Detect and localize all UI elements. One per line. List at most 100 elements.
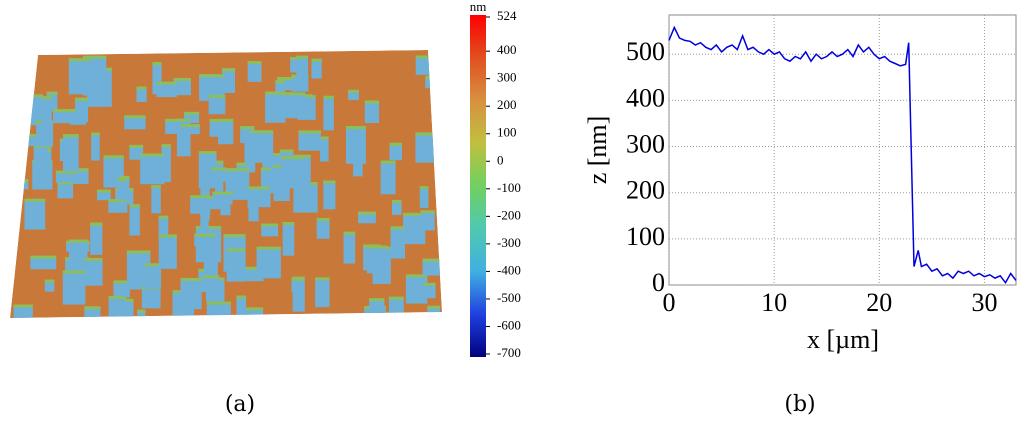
surface-edge	[215, 160, 224, 164]
surface-edge	[427, 305, 441, 309]
surface-edge	[30, 255, 57, 259]
colorbar-unit: nm	[470, 0, 487, 14]
surface-pit	[113, 280, 130, 298]
surface-pit	[353, 160, 363, 177]
surface-edge	[423, 282, 436, 286]
surface-edge	[420, 210, 435, 214]
surface-edge	[84, 306, 101, 310]
x-tick-label: 30	[971, 288, 997, 317]
surface-edge	[44, 279, 55, 283]
surface-pit	[389, 142, 402, 161]
x-tick-label: 20	[866, 288, 892, 317]
surface-pit	[273, 165, 290, 201]
surface-pit	[117, 178, 127, 192]
surface-pit	[366, 245, 388, 274]
surface-edge	[236, 162, 247, 166]
surface-edge	[425, 76, 442, 80]
surface-edge	[298, 130, 321, 134]
surface-pit	[140, 153, 165, 185]
surface-edge	[282, 221, 295, 225]
surface-pit	[13, 304, 33, 318]
surface-pit	[62, 134, 79, 172]
colorbar-tick-label: -300	[497, 235, 521, 250]
surface-edge	[124, 115, 146, 119]
surface-pit	[256, 246, 281, 279]
surface-edge	[90, 222, 103, 226]
surface-edge	[20, 133, 40, 137]
surface-pit	[91, 132, 100, 161]
surface-pit	[68, 58, 91, 95]
surface-edge	[261, 223, 279, 227]
x-axis-label: x [µm]	[807, 325, 879, 354]
surface-edge	[129, 204, 140, 208]
surface-edge	[343, 231, 356, 235]
surface-edge	[113, 280, 130, 284]
surface-pit	[17, 117, 28, 138]
colorbar-tick-label: 400	[497, 42, 517, 57]
surface-pit	[194, 233, 217, 247]
y-tick-label: 400	[626, 83, 665, 112]
surface-pit	[30, 255, 57, 270]
surface-pit	[129, 144, 144, 160]
surface-edge	[265, 91, 286, 95]
surface-edge	[119, 175, 130, 179]
surface-edge	[221, 68, 235, 72]
surface-pit	[126, 250, 151, 290]
surface-pit	[173, 78, 191, 96]
surface-edge	[62, 134, 79, 138]
surface-edge	[277, 77, 293, 81]
surface-pit	[226, 248, 246, 282]
surface-edge	[311, 58, 322, 62]
surface-edge	[176, 118, 191, 122]
surface-edge	[156, 81, 177, 85]
surface-pit	[200, 195, 209, 229]
surface-edge	[165, 118, 178, 122]
surface-pit	[280, 92, 306, 119]
surface-edge	[46, 91, 58, 95]
surface-edge	[137, 309, 146, 313]
surface-edge	[403, 212, 426, 216]
surface-edge	[203, 275, 220, 279]
colorbar-tick-label: 0	[497, 152, 504, 167]
surface-pit	[97, 189, 111, 201]
surface-edge	[117, 178, 127, 182]
surface-pit	[427, 305, 441, 318]
surface-edge	[225, 168, 250, 172]
surface-edge	[55, 170, 78, 174]
surface-pit	[68, 239, 88, 279]
surface-edge	[206, 301, 231, 305]
surface-edge	[428, 56, 438, 60]
surface-pit	[137, 309, 146, 318]
surface-pit	[211, 167, 227, 182]
surface-pit	[221, 68, 235, 93]
colorbar-tick-label: -100	[497, 180, 521, 195]
surface-edge	[158, 234, 177, 238]
surface-pit	[415, 55, 430, 75]
surface-edge	[208, 94, 226, 98]
surface-pit	[206, 301, 231, 318]
surface-edge	[275, 80, 285, 84]
surface-pit	[20, 133, 40, 146]
surface-pit	[388, 296, 404, 318]
surface-edge	[256, 246, 281, 250]
surface-edge	[75, 97, 89, 101]
surface-pit	[323, 180, 336, 210]
surface-pit	[75, 97, 89, 123]
surface-edge	[103, 155, 124, 159]
surface-edge	[198, 151, 217, 155]
surface-edge	[316, 217, 330, 221]
colorbar-tick-label: 300	[497, 70, 517, 85]
surface-pit	[33, 144, 48, 185]
surface-edge	[247, 61, 262, 65]
colorbar-tick-label: -200	[497, 207, 521, 222]
surface-edge	[200, 195, 209, 199]
surface-edge	[211, 167, 227, 171]
surface-edge	[389, 142, 402, 146]
surface-edge	[380, 160, 396, 164]
surface-pit	[41, 96, 52, 124]
surface-edge	[323, 95, 334, 99]
surface-pit	[265, 91, 286, 123]
y-tick-label: 200	[626, 176, 665, 205]
surface-pit	[369, 298, 385, 318]
